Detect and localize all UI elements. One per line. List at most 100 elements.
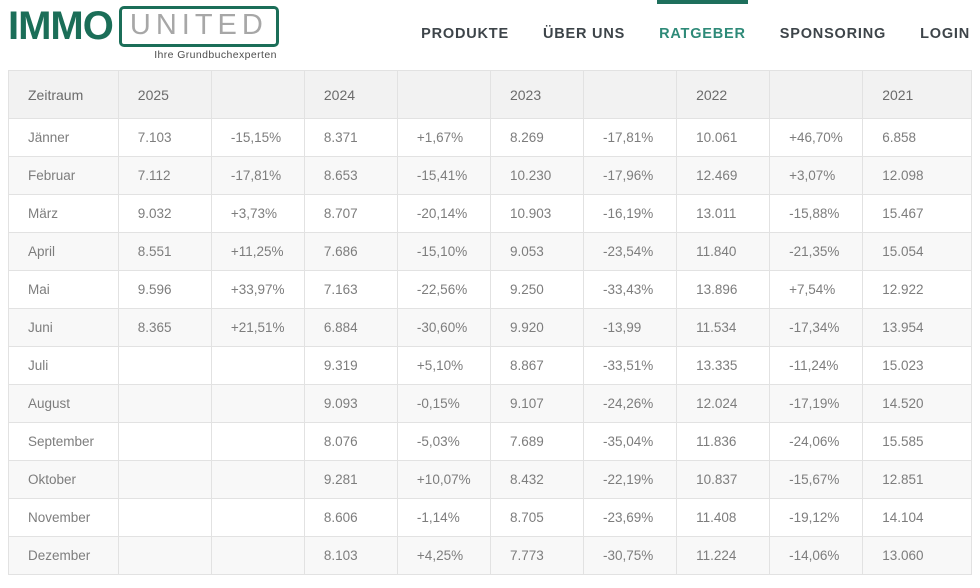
change-cell: -33,51% [583,346,678,385]
change-cell: +21,51% [210,308,305,347]
value-cell: 13.954 [862,308,972,347]
column-header-empty [583,70,678,119]
month-cell: Dezember [8,536,119,575]
month-cell: Oktober [8,460,119,499]
month-cell: Jänner [8,118,119,157]
month-cell: Juli [8,346,119,385]
value-cell: 10.230 [489,156,585,195]
column-header-empty [769,70,864,119]
value-cell: 6.858 [862,118,972,157]
nav-item-produkte[interactable]: PRODUKTE [421,26,509,42]
table-row: Februar 7.112 -17,81% 8.653 -15,41% 10.230 -17… [8,156,972,195]
value-cell: 8.076 [303,422,398,461]
change-cell: -15,88% [769,194,864,233]
month-cell: Mai [8,270,119,309]
change-cell: -17,81% [210,156,305,195]
change-cell: -16,19% [583,194,678,233]
column-header-year: 2024 [303,70,398,119]
change-cell: +3,07% [769,156,864,195]
value-cell: 13.335 [676,346,771,385]
change-cell: -35,04% [583,422,678,461]
month-cell: August [8,384,119,423]
table-row: Mai 9.596 +33,97% 7.163 -22,56% 9.250 -33,43% 1… [8,270,972,309]
value-cell: 13.896 [676,270,771,309]
change-cell [210,536,305,575]
table-row: Oktober 9.281 +10,07% 8.432 -22,19% 10.837 -15… [8,460,972,499]
value-cell: 15.054 [862,232,972,271]
value-cell: 15.585 [862,422,972,461]
value-cell: 10.903 [489,194,585,233]
value-cell: 12.469 [676,156,771,195]
table-row: Juli 9.319 +5,10% 8.867 -33,51% 13.335 -11,24%… [8,346,972,385]
value-cell: 15.467 [862,194,972,233]
table-row: März 9.032 +3,73% 8.707 -20,14% 10.903 -16,19%… [8,194,972,233]
logo-row: IMMO UNITED [8,6,279,47]
change-cell: -23,54% [583,232,678,271]
column-header-zeitraum: Zeitraum [8,70,119,119]
value-cell: 11.534 [676,308,771,347]
column-header-year: 2022 [676,70,771,119]
month-cell: April [8,232,119,271]
value-cell: 8.269 [489,118,585,157]
change-cell: -24,06% [769,422,864,461]
change-cell: -0,15% [396,384,491,423]
change-cell: -11,24% [769,346,864,385]
change-cell: -14,06% [769,536,864,575]
value-cell: 7.686 [303,232,398,271]
value-cell: 14.104 [862,498,972,537]
change-cell: -13,99 [583,308,678,347]
change-cell: -23,69% [583,498,678,537]
value-cell [117,384,212,423]
value-cell [117,346,212,385]
logo-tagline: Ihre Grundbuchexperten [154,48,277,61]
data-table-container: Zeitraum 2025 2024 2023 2022 2021 Jänner 7.103… [0,70,980,575]
value-cell: 9.093 [303,384,398,423]
value-cell: 12.851 [862,460,972,499]
change-cell: -22,19% [583,460,678,499]
logo[interactable]: IMMO UNITED Ihre Grundbuchexperten [8,0,279,70]
nav-item-ueber-uns[interactable]: ÜBER UNS [542,26,626,42]
change-cell: -15,10% [396,232,491,271]
change-cell: -17,81% [583,118,678,157]
month-cell: November [8,498,119,537]
value-cell: 11.840 [676,232,771,271]
value-cell: 9.319 [303,346,398,385]
table-row: Juni 8.365 +21,51% 6.884 -30,60% 9.920 -13,99 1… [8,308,972,347]
table-row: August 9.093 -0,15% 9.107 -24,26% 12.024 -17,1… [8,384,972,423]
value-cell: 8.551 [117,232,212,271]
logo-immo-text: IMMO [8,4,114,49]
zeitraum-table: Zeitraum 2025 2024 2023 2022 2021 Jänner 7.103… [8,70,972,575]
change-cell: -20,14% [396,194,491,233]
value-cell: 8.606 [303,498,398,537]
nav-item-ratgeber[interactable]: RATGEBER [657,0,748,64]
page-header: IMMO UNITED Ihre Grundbuchexperten PRODU… [0,0,980,70]
table-body: Jänner 7.103 -15,15% 8.371 +1,67% 8.269 -17,81… [8,118,972,575]
value-cell: 7.163 [303,270,398,309]
change-cell: -17,96% [583,156,678,195]
main-nav: PRODUKTE ÜBER UNS RATGEBER SPONSORING LO… [419,0,972,70]
change-cell: +7,54% [769,270,864,309]
value-cell: 7.112 [117,156,212,195]
change-cell: -22,56% [396,270,491,309]
value-cell: 9.281 [303,460,398,499]
change-cell: -15,15% [210,118,305,157]
value-cell: 8.653 [303,156,398,195]
change-cell: -30,75% [583,536,678,575]
change-cell: +11,25% [210,232,305,271]
month-cell: Juni [8,308,119,347]
table-row: September 8.076 -5,03% 7.689 -35,04% 11.836 -2… [8,422,972,461]
value-cell: 10.837 [676,460,771,499]
nav-item-sponsoring[interactable]: SPONSORING [779,26,887,42]
value-cell: 10.061 [676,118,771,157]
nav-item-login[interactable]: LOGIN [920,26,970,42]
logo-united-text: UNITED [129,9,268,41]
value-cell: 12.024 [676,384,771,423]
table-header-row: Zeitraum 2025 2024 2023 2022 2021 [8,70,972,119]
change-cell [210,498,305,537]
value-cell: 8.432 [489,460,585,499]
change-cell: -5,03% [396,422,491,461]
table-row: Jänner 7.103 -15,15% 8.371 +1,67% 8.269 -17,81… [8,118,972,157]
value-cell: 11.836 [676,422,771,461]
value-cell: 8.365 [117,308,212,347]
column-header-empty [210,70,305,119]
